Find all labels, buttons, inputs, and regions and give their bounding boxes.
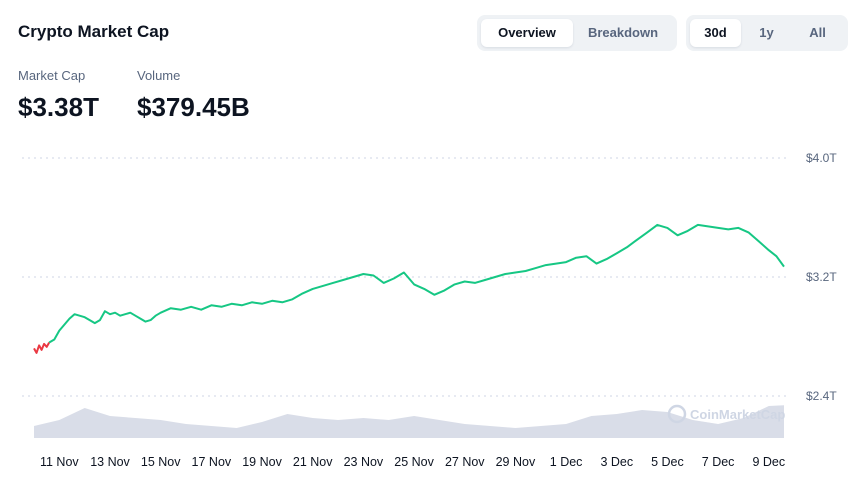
x-tick-label: 11 Nov (40, 455, 79, 469)
tab-overview[interactable]: Overview (481, 19, 573, 47)
page-title: Crypto Market Cap (18, 22, 170, 41)
range-tabs: 30d 1y All (686, 15, 848, 51)
x-tick-label: 15 Nov (141, 455, 181, 469)
coinmarketcap-logo-icon (667, 404, 687, 424)
volume-value: $379.45B (137, 92, 250, 122)
watermark-text: CoinMarketCap (690, 407, 785, 422)
y-tick-label: $4.0T (806, 151, 837, 165)
x-tick-label: 5 Dec (651, 455, 684, 469)
x-tick-label: 21 Nov (293, 455, 333, 469)
volume-area (34, 405, 784, 438)
x-tick-label: 9 Dec (752, 455, 785, 469)
volume-label: Volume (137, 68, 181, 83)
x-tick-label: 29 Nov (496, 455, 536, 469)
range-30d-button[interactable]: 30d (690, 19, 741, 47)
x-tick-label: 25 Nov (394, 455, 434, 469)
price-line-down-segment (33, 342, 51, 354)
price-line (48, 223, 785, 344)
market-cap-value: $3.38T (18, 92, 99, 122)
x-tick-label: 13 Nov (90, 455, 130, 469)
market-cap-label: Market Cap (18, 68, 86, 83)
x-tick-label: 17 Nov (192, 455, 232, 469)
tab-breakdown[interactable]: Breakdown (587, 25, 659, 40)
x-tick-label: 3 Dec (600, 455, 633, 469)
x-tick-label: 19 Nov (242, 455, 282, 469)
y-tick-label: $3.2T (806, 270, 837, 284)
y-tick-label: $2.4T (806, 389, 837, 403)
range-1y-button[interactable]: 1y (759, 25, 774, 40)
x-tick-label: 27 Nov (445, 455, 485, 469)
range-all-button[interactable]: All (809, 25, 826, 40)
x-tick-label: 23 Nov (344, 455, 384, 469)
view-tabs: Overview Breakdown (477, 15, 677, 51)
x-tick-label: 7 Dec (702, 455, 735, 469)
x-tick-label: 1 Dec (550, 455, 583, 469)
